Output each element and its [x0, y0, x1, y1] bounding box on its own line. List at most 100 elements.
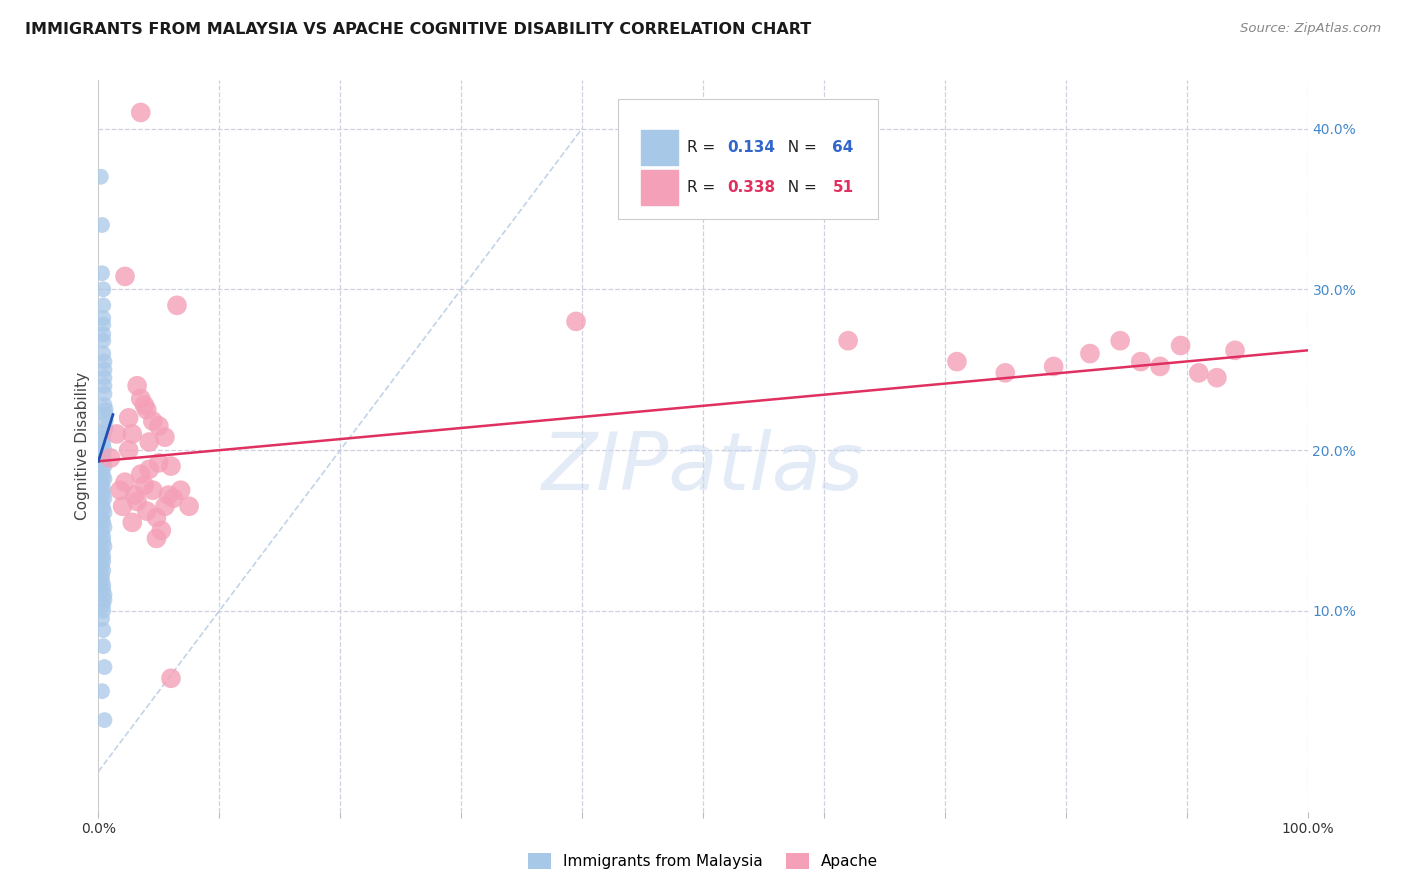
Point — [1042, 359, 1064, 374]
Point — [91, 218, 114, 232]
Point — [114, 269, 136, 284]
Point — [91, 266, 114, 280]
Point — [160, 459, 183, 474]
Point — [179, 500, 201, 514]
Point — [91, 496, 114, 510]
Text: 64: 64 — [832, 140, 853, 155]
Point — [134, 398, 156, 412]
Y-axis label: Cognitive Disability: Cognitive Disability — [75, 372, 90, 520]
Point — [91, 598, 114, 612]
Point — [91, 311, 114, 326]
Point — [91, 510, 114, 524]
Point — [91, 623, 114, 637]
Point — [93, 443, 115, 458]
Point — [91, 639, 114, 653]
Point — [91, 464, 114, 478]
Point — [1206, 370, 1229, 384]
Point — [91, 684, 114, 698]
Point — [93, 459, 115, 474]
Point — [91, 426, 114, 441]
Point — [121, 426, 143, 441]
Point — [93, 520, 115, 534]
Point — [91, 549, 114, 563]
Point — [157, 488, 180, 502]
Point — [93, 362, 115, 376]
Point — [91, 558, 114, 573]
Point — [91, 318, 114, 332]
Point — [91, 582, 114, 597]
Point — [91, 468, 114, 483]
Point — [91, 573, 114, 587]
Point — [91, 298, 114, 312]
Point — [162, 491, 184, 506]
Point — [138, 434, 160, 449]
Legend: Immigrants from Malaysia, Apache: Immigrants from Malaysia, Apache — [522, 847, 884, 875]
Text: N =: N = — [778, 140, 821, 155]
Point — [91, 544, 114, 558]
Point — [93, 713, 115, 727]
Point — [129, 467, 152, 482]
Point — [135, 504, 157, 518]
Point — [94, 408, 117, 422]
Point — [91, 432, 114, 446]
Point — [93, 506, 115, 520]
Point — [91, 436, 114, 450]
Point — [1149, 359, 1171, 374]
Point — [166, 298, 188, 312]
Point — [91, 554, 114, 568]
Point — [1223, 343, 1246, 358]
Text: R =: R = — [688, 180, 720, 194]
Bar — [641, 169, 678, 205]
Point — [91, 604, 114, 618]
Point — [91, 346, 114, 360]
Text: 0.134: 0.134 — [727, 140, 775, 155]
Point — [91, 516, 114, 530]
Point — [93, 588, 115, 602]
Text: Source: ZipAtlas.com: Source: ZipAtlas.com — [1240, 22, 1381, 36]
Point — [994, 366, 1017, 380]
Point — [91, 334, 114, 348]
Point — [111, 500, 134, 514]
Point — [142, 414, 165, 428]
Point — [127, 378, 149, 392]
Point — [90, 169, 112, 184]
Point — [565, 314, 588, 328]
Point — [1109, 334, 1132, 348]
Text: ZIPatlas: ZIPatlas — [541, 429, 865, 507]
Point — [93, 540, 115, 554]
Point — [91, 500, 114, 515]
Point — [129, 392, 152, 406]
Point — [93, 354, 115, 368]
Point — [91, 282, 114, 296]
Point — [114, 475, 136, 490]
Point — [93, 378, 115, 392]
Point — [1188, 366, 1211, 380]
Point — [91, 530, 114, 544]
Point — [91, 578, 114, 592]
Point — [93, 386, 115, 401]
Point — [169, 483, 191, 498]
Point — [118, 410, 141, 425]
Point — [94, 414, 117, 428]
Point — [91, 454, 114, 468]
Point — [127, 494, 149, 508]
Text: 0.338: 0.338 — [727, 180, 775, 194]
Point — [91, 486, 114, 500]
Point — [108, 483, 131, 498]
Point — [145, 532, 167, 546]
Point — [142, 483, 165, 498]
Bar — [641, 130, 678, 165]
Point — [160, 671, 183, 685]
Point — [153, 500, 176, 514]
Point — [150, 524, 173, 538]
Point — [1129, 354, 1152, 368]
Point — [91, 524, 114, 539]
Point — [118, 443, 141, 458]
Point — [121, 516, 143, 530]
Point — [100, 451, 122, 466]
Point — [93, 592, 115, 607]
Point — [91, 476, 114, 491]
Text: IMMIGRANTS FROM MALAYSIA VS APACHE COGNITIVE DISABILITY CORRELATION CHART: IMMIGRANTS FROM MALAYSIA VS APACHE COGNI… — [25, 22, 811, 37]
Text: N =: N = — [778, 180, 821, 194]
Point — [837, 334, 859, 348]
